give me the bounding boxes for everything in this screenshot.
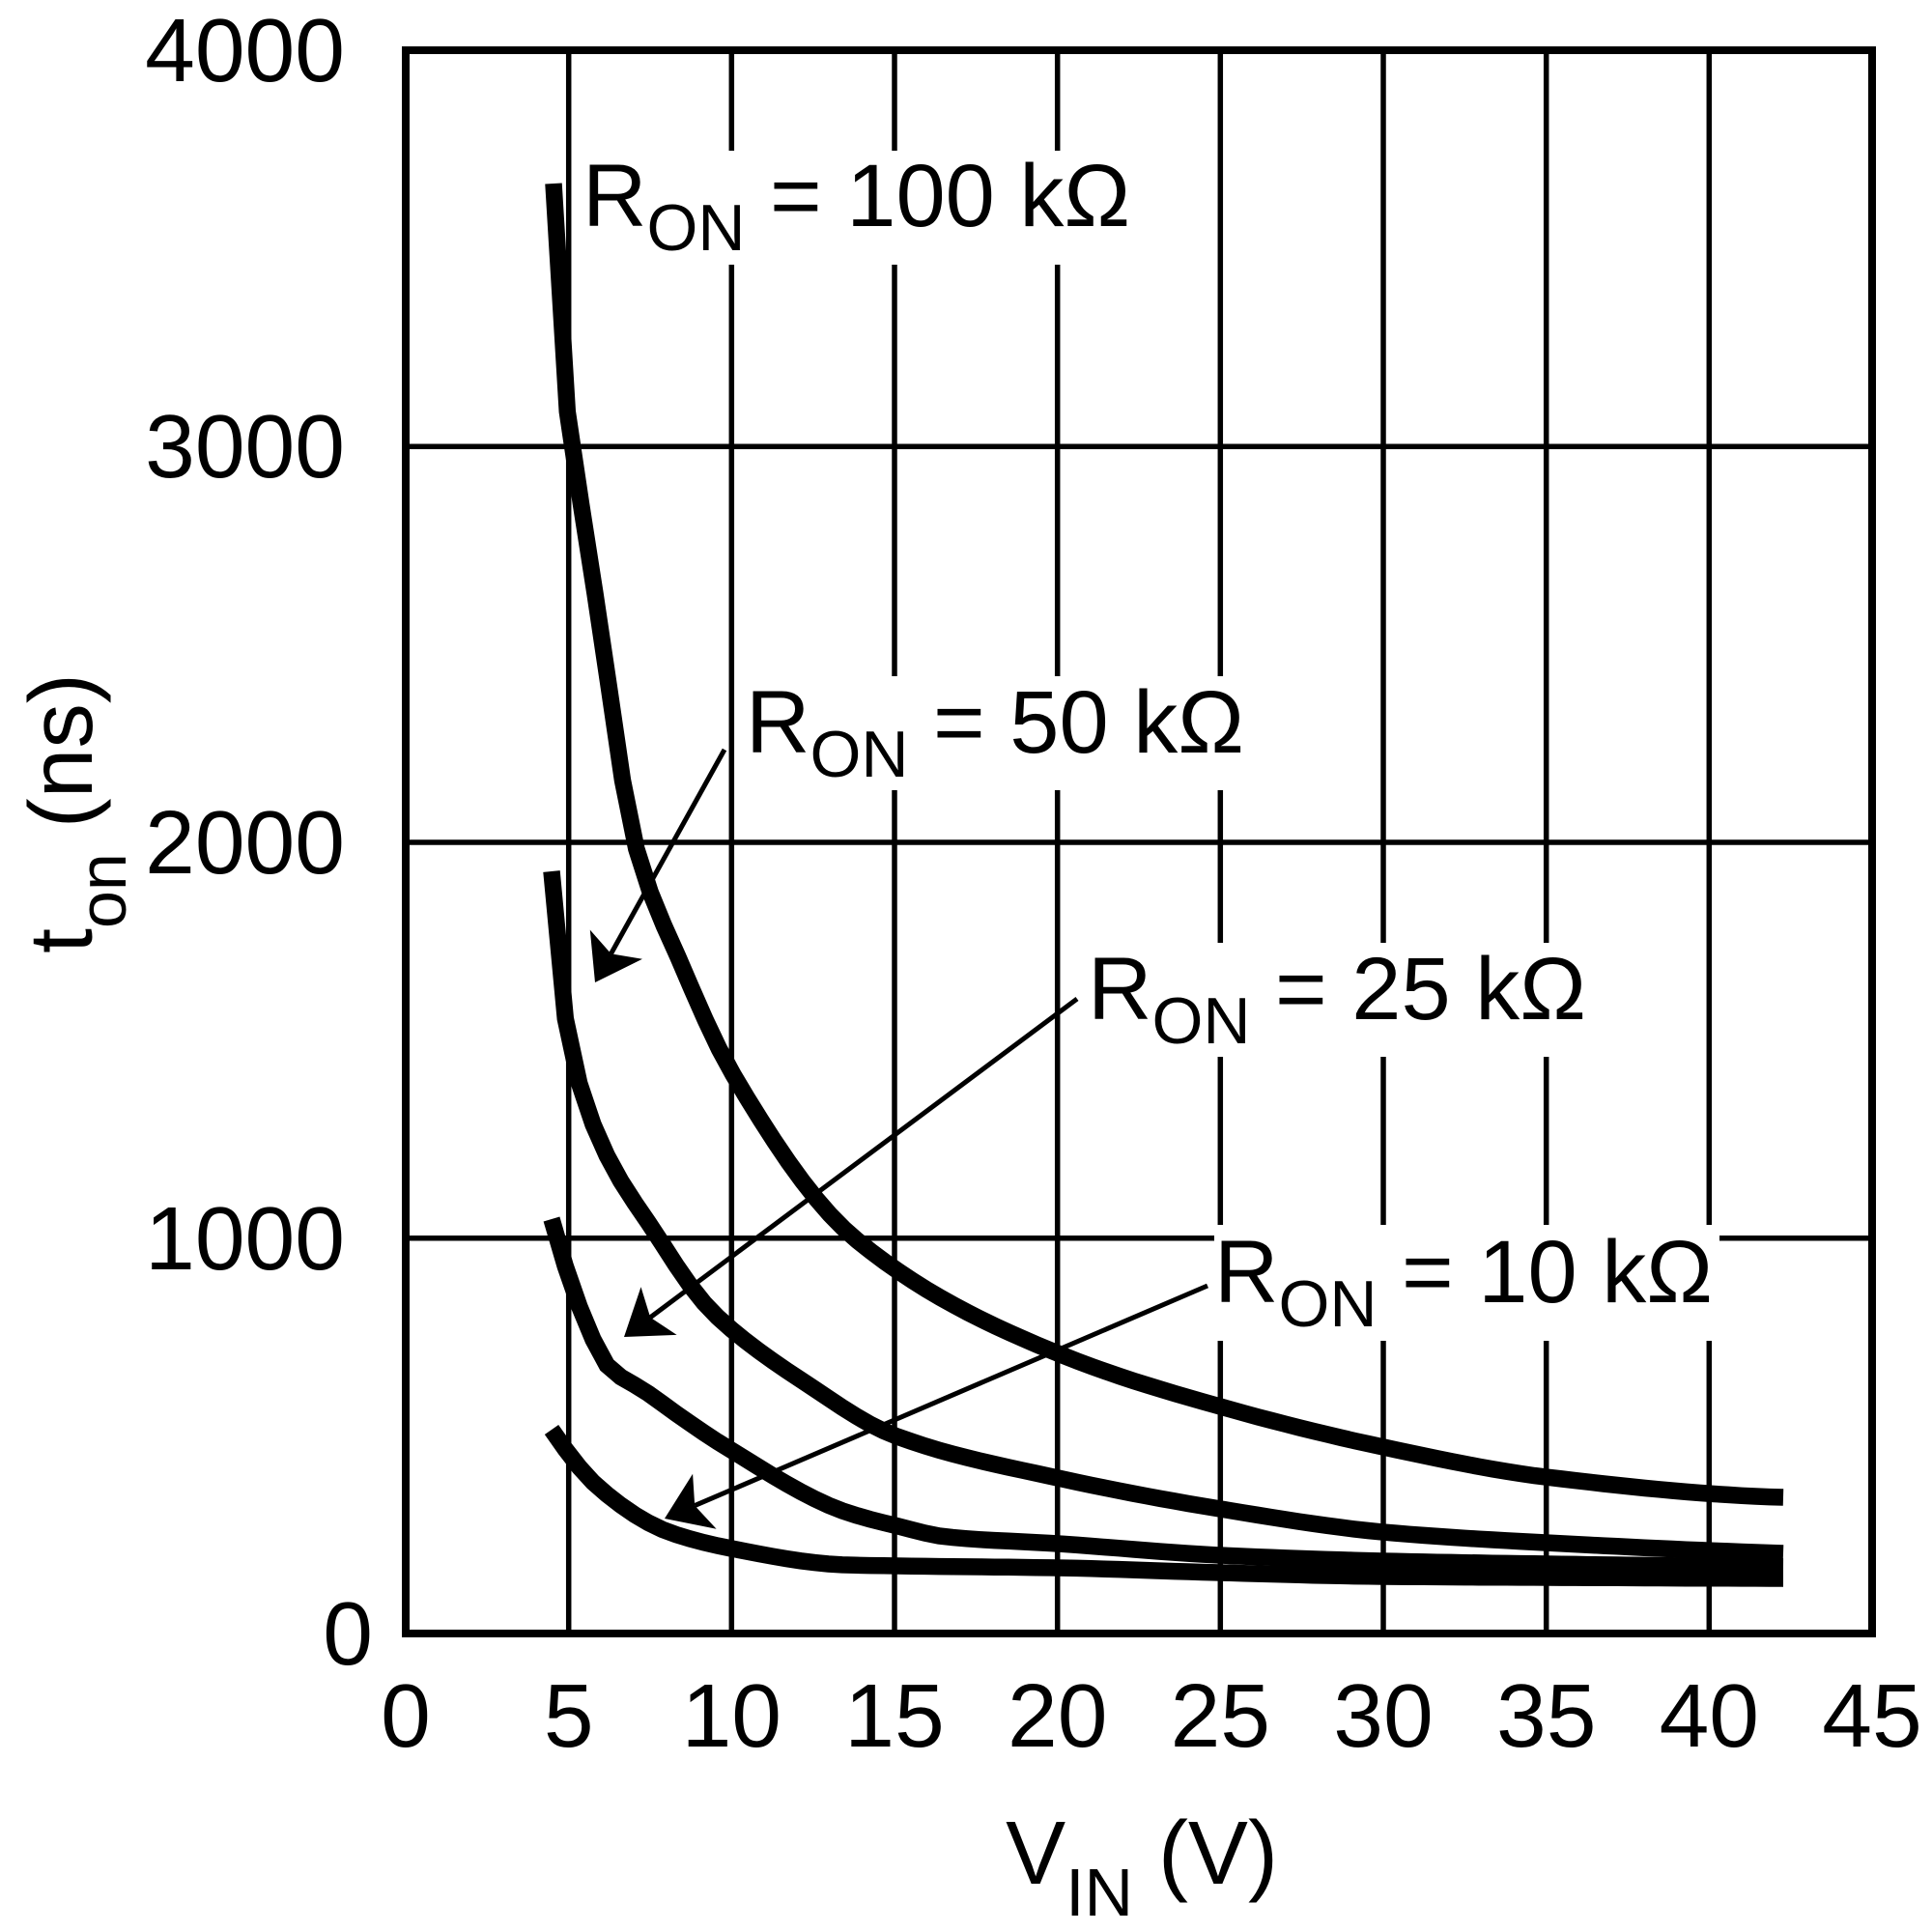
svg-text:25: 25: [1171, 1665, 1270, 1766]
svg-text:45: 45: [1822, 1665, 1921, 1766]
svg-text:40: 40: [1660, 1665, 1759, 1766]
svg-text:4000: 4000: [145, 0, 345, 100]
svg-text:3000: 3000: [145, 396, 345, 497]
svg-text:1000: 1000: [145, 1188, 345, 1289]
svg-text:35: 35: [1496, 1665, 1596, 1766]
svg-text:0: 0: [323, 1583, 373, 1684]
svg-text:2000: 2000: [145, 792, 345, 893]
svg-text:RON = 25 kΩ: RON = 25 kΩ: [1088, 940, 1586, 1058]
svg-text:10: 10: [682, 1665, 781, 1766]
svg-text:20: 20: [1008, 1665, 1107, 1766]
svg-text:30: 30: [1333, 1665, 1433, 1766]
svg-text:5: 5: [544, 1665, 594, 1766]
svg-text:15: 15: [844, 1665, 944, 1766]
svg-text:0: 0: [381, 1665, 431, 1766]
